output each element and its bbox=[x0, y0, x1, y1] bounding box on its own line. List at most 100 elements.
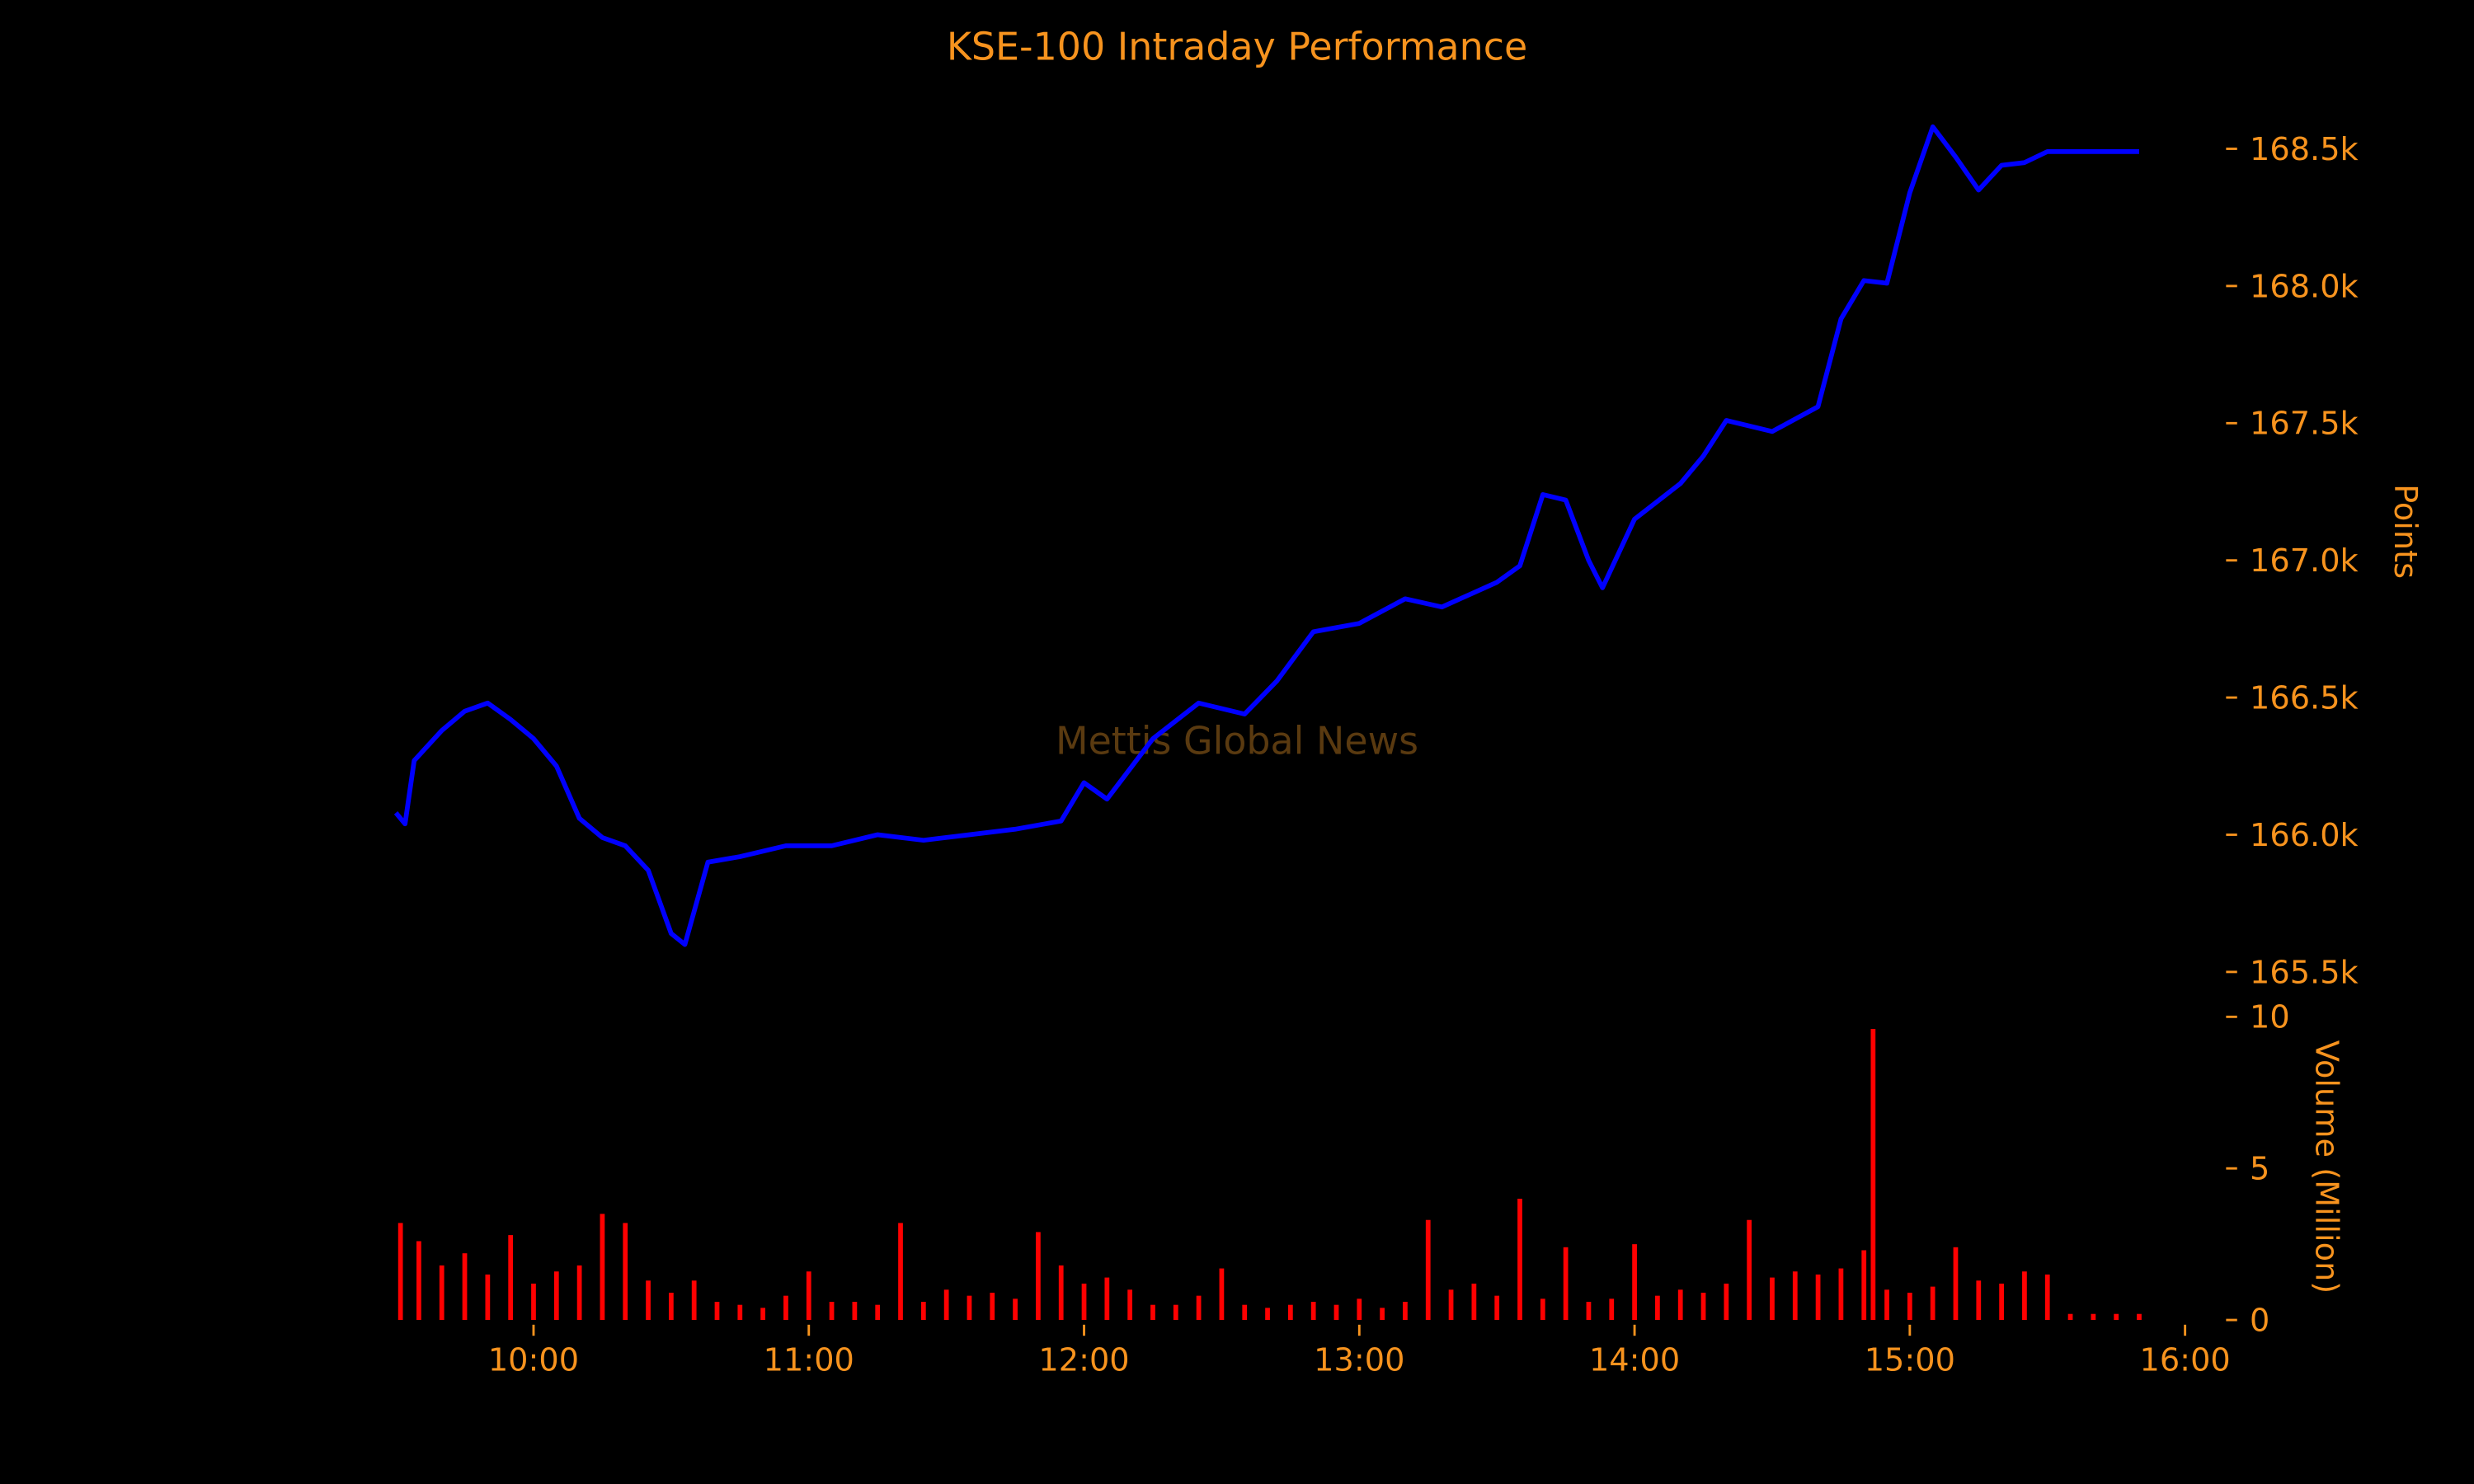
volume-bar bbox=[714, 1301, 720, 1321]
price-line bbox=[393, 124, 2139, 947]
volume-bar bbox=[1219, 1268, 1225, 1321]
volume-bar bbox=[1976, 1280, 1982, 1321]
y-tick-label: 168.0k bbox=[2250, 268, 2359, 305]
volume-bar bbox=[1838, 1268, 1844, 1321]
volume-bar bbox=[1655, 1295, 1660, 1321]
volume-bar bbox=[2091, 1313, 2096, 1321]
volume-bar bbox=[1036, 1232, 1041, 1321]
volume-bar bbox=[1494, 1295, 1500, 1321]
volume-bar bbox=[990, 1292, 995, 1321]
chart-title: KSE-100 Intraday Performance bbox=[947, 25, 1527, 69]
x-tick-label: 12:00 bbox=[1038, 1341, 1129, 1378]
volume-bar bbox=[1870, 1029, 1876, 1321]
volume-bar bbox=[737, 1304, 743, 1321]
volume-bar bbox=[1150, 1304, 1155, 1321]
volume-bar bbox=[1173, 1304, 1178, 1321]
y2-axis-label: Volume (Million) bbox=[2307, 1040, 2345, 1294]
volume-bar bbox=[669, 1292, 674, 1321]
volume-bar bbox=[1999, 1283, 2004, 1321]
volume-bar bbox=[943, 1289, 949, 1321]
volume-bar bbox=[1724, 1283, 1729, 1321]
x-tick-label: 14:00 bbox=[1589, 1341, 1680, 1378]
volume-bar bbox=[1861, 1250, 1867, 1321]
x-tick-label: 11:00 bbox=[764, 1341, 854, 1378]
volume-bar bbox=[1196, 1295, 1202, 1321]
volume-bar bbox=[1700, 1292, 1706, 1321]
x-tick-label: 15:00 bbox=[1865, 1341, 1955, 1378]
volume-bar bbox=[1792, 1271, 1798, 1321]
volume-bar bbox=[875, 1304, 881, 1321]
volume-bar bbox=[1471, 1283, 1477, 1321]
volume-bar bbox=[1677, 1289, 1683, 1321]
volume-bar bbox=[1632, 1244, 1637, 1321]
volume-bar bbox=[397, 1223, 403, 1321]
volume-bar bbox=[1563, 1247, 1569, 1321]
volume-bar bbox=[576, 1265, 582, 1321]
volume-bar bbox=[1380, 1308, 1385, 1321]
volume-bar bbox=[920, 1301, 926, 1321]
volume-bar bbox=[462, 1253, 468, 1321]
volume-bar bbox=[1242, 1304, 1248, 1321]
volume-bar bbox=[1747, 1219, 1752, 1321]
y-tick-label: 165.5k bbox=[2250, 954, 2359, 991]
y-tick-label: 166.0k bbox=[2250, 817, 2359, 854]
volume-bar bbox=[600, 1214, 605, 1321]
volume-bar bbox=[852, 1301, 858, 1321]
volume-bar bbox=[1540, 1298, 1545, 1321]
y2-tick-label: 0 bbox=[2250, 1302, 2269, 1339]
volume-bar bbox=[2044, 1274, 2050, 1321]
x-tick-label: 10:00 bbox=[488, 1341, 579, 1378]
y-tick-label: 167.0k bbox=[2250, 542, 2359, 580]
volume-bar bbox=[508, 1235, 514, 1321]
volume-bar bbox=[898, 1223, 903, 1321]
volume-bar bbox=[1609, 1298, 1615, 1321]
y-tick-label: 167.5k bbox=[2250, 406, 2359, 443]
volume-bar bbox=[1425, 1219, 1431, 1321]
y-axis-label: Points bbox=[2387, 484, 2424, 579]
volume-bar bbox=[1081, 1283, 1087, 1321]
y-tick-label: 168.5k bbox=[2250, 131, 2359, 168]
volume-bar bbox=[967, 1295, 972, 1321]
volume-bar bbox=[531, 1283, 536, 1321]
volume-bar bbox=[2067, 1313, 2073, 1321]
volume-bar bbox=[1287, 1304, 1293, 1321]
volume-bar bbox=[1448, 1289, 1454, 1321]
x-tick-label: 13:00 bbox=[1314, 1341, 1404, 1378]
volume-bar bbox=[1333, 1304, 1339, 1321]
volume-bar bbox=[1586, 1301, 1592, 1321]
volume-bar bbox=[416, 1241, 421, 1321]
volume-bar bbox=[783, 1295, 788, 1321]
y2-tick-label: 10 bbox=[2250, 999, 2290, 1036]
volume-bar bbox=[760, 1308, 765, 1321]
volume-bar bbox=[1104, 1277, 1110, 1321]
volume-bar bbox=[1884, 1289, 1889, 1321]
volume-bar bbox=[829, 1301, 835, 1321]
x-tick-label: 16:00 bbox=[2140, 1341, 2231, 1378]
volume-bar bbox=[1770, 1277, 1775, 1321]
volume-bar bbox=[2137, 1313, 2142, 1321]
volume-bar bbox=[1013, 1298, 1018, 1321]
volume-bar bbox=[1953, 1247, 1959, 1321]
volume-bar bbox=[806, 1271, 811, 1321]
volume-bar bbox=[1403, 1301, 1408, 1321]
volume-bar bbox=[1930, 1286, 1935, 1321]
y-tick-label: 166.5k bbox=[2250, 679, 2359, 716]
volume-bar bbox=[623, 1223, 628, 1321]
y2-tick-label: 5 bbox=[2250, 1151, 2269, 1188]
volume-bar bbox=[1127, 1289, 1133, 1321]
volume-bar bbox=[1265, 1308, 1270, 1321]
volume-bar bbox=[2114, 1313, 2119, 1321]
volume-bar bbox=[646, 1280, 651, 1321]
volume-bar bbox=[439, 1265, 444, 1321]
volume-bar bbox=[1517, 1198, 1522, 1321]
volume-bar bbox=[1357, 1298, 1362, 1321]
volume-bar bbox=[485, 1274, 491, 1321]
volume-bar bbox=[1907, 1292, 1912, 1321]
volume-bar bbox=[2022, 1271, 2027, 1321]
volume-bar bbox=[553, 1271, 559, 1321]
volume-bar bbox=[1815, 1274, 1821, 1321]
volume-bar bbox=[1058, 1265, 1064, 1321]
